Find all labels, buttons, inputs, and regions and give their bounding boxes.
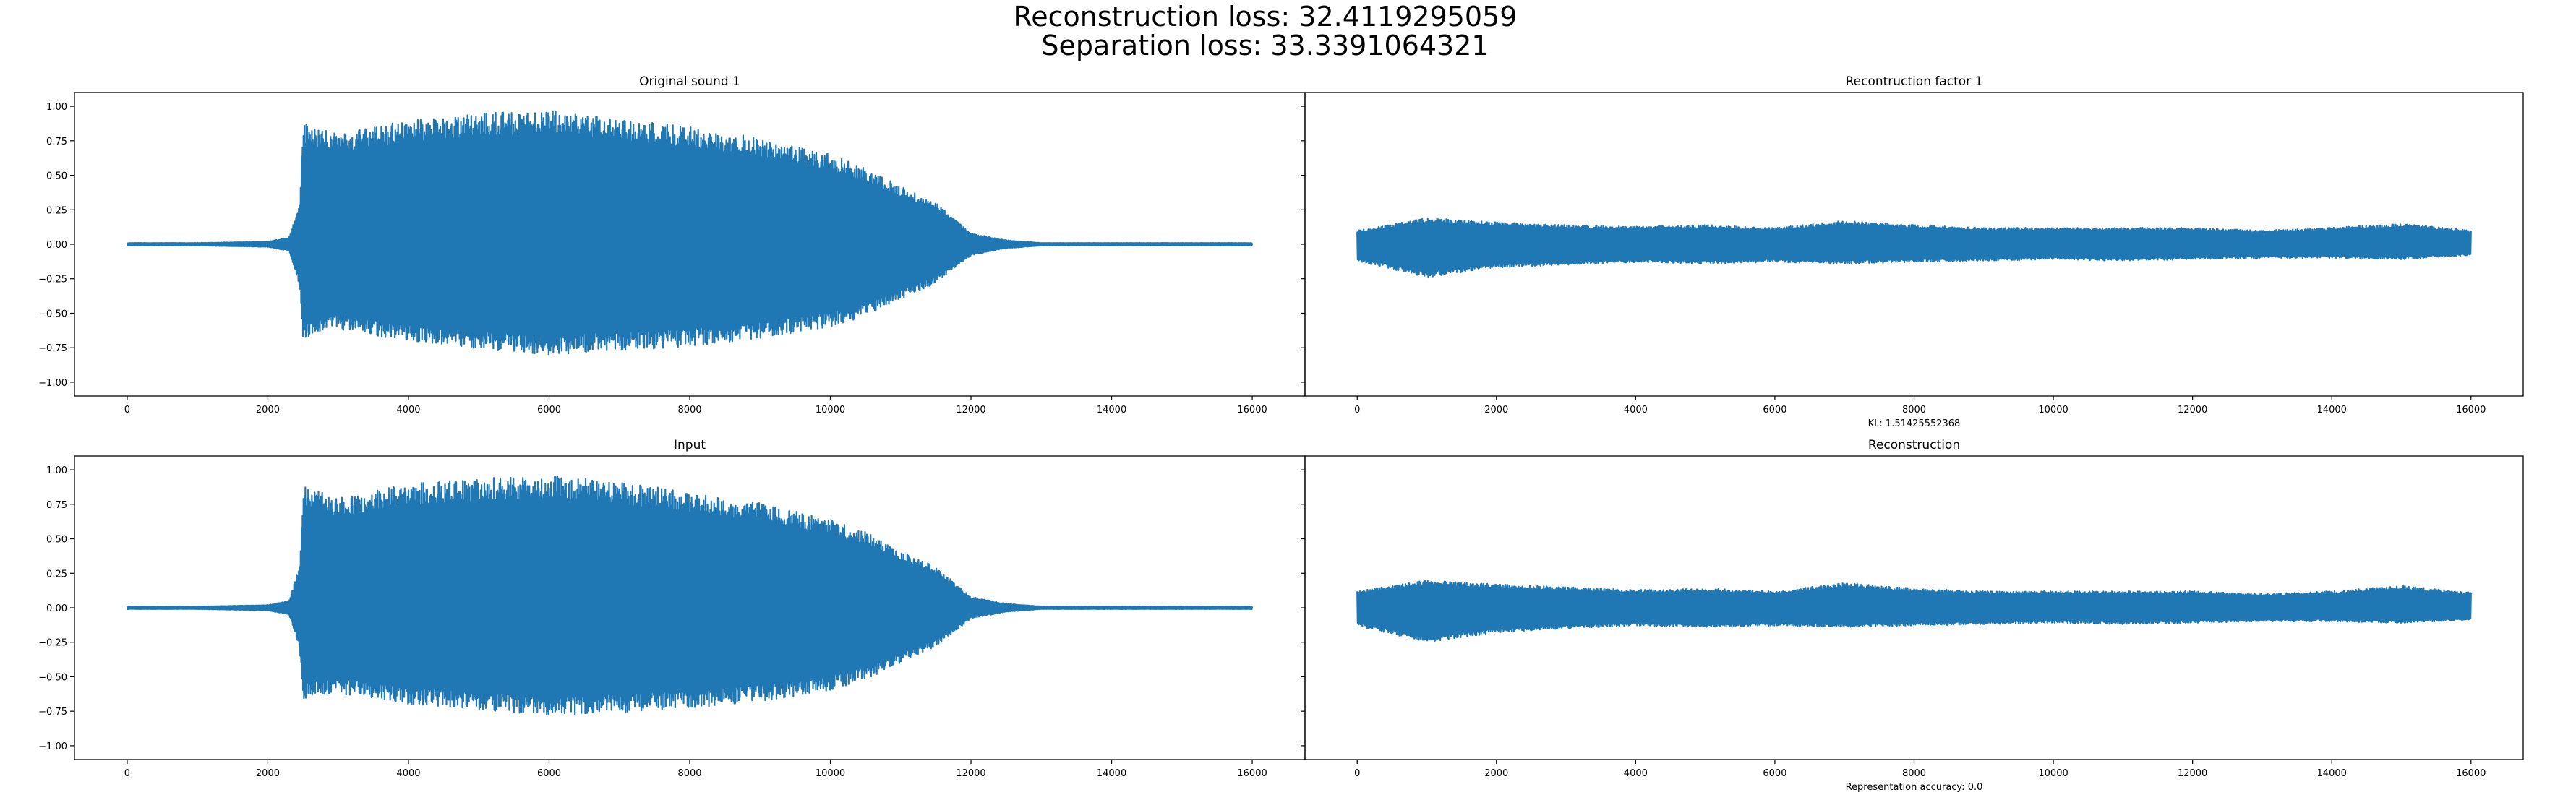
x-tick-label: 0 bbox=[1354, 768, 1360, 779]
x-tick-label: 6000 bbox=[537, 405, 561, 416]
series-line-1 bbox=[126, 110, 1254, 356]
x-tick-label: 12000 bbox=[2178, 768, 2207, 779]
subplot-4: Reconstruction 0 2000 4000 6000 8000 10000 1200… bbox=[1301, 438, 2524, 793]
y-tick-label: 0.75 bbox=[46, 500, 67, 511]
y-tick-label: 0.50 bbox=[46, 171, 67, 182]
axes-frame bbox=[1304, 92, 2524, 397]
y-tick-label: −0.25 bbox=[38, 638, 67, 649]
x-tick-label: 10000 bbox=[2038, 768, 2068, 779]
x-tick-label: 2000 bbox=[256, 405, 280, 416]
x-tick-label: 8000 bbox=[1902, 405, 1926, 416]
x-tick-label: 16000 bbox=[1237, 768, 1267, 779]
y-tick-label: −0.75 bbox=[38, 343, 67, 354]
y-tick-label: −0.25 bbox=[38, 275, 67, 285]
x-tick-label: 2000 bbox=[1484, 768, 1508, 779]
x-tick-label: 8000 bbox=[1902, 768, 1926, 779]
x-tick-label: 10000 bbox=[816, 768, 845, 779]
y-tick-label: 0.25 bbox=[46, 569, 67, 580]
x-tick-label: 4000 bbox=[396, 768, 420, 779]
y-tick-label: 0.25 bbox=[46, 205, 67, 216]
x-tick-label: 8000 bbox=[677, 405, 701, 416]
x-axis-label: KL: 1.51425552368 bbox=[1868, 418, 1961, 429]
x-tick-label: 0 bbox=[124, 405, 130, 416]
subplot-1: Original sound 1 0 2000 4000 6000 8000 10000 12… bbox=[38, 74, 1306, 416]
y-tick-label: −1.00 bbox=[38, 378, 67, 389]
y-tick-label: 1.00 bbox=[46, 465, 67, 476]
y-tick-label: 0.75 bbox=[46, 137, 67, 147]
y-tick-label: 0.50 bbox=[46, 535, 67, 546]
y-tick-label: −1.00 bbox=[38, 741, 67, 752]
x-tick-label: 12000 bbox=[956, 768, 985, 779]
x-tick-label: 14000 bbox=[2317, 405, 2347, 416]
x-tick-label: 8000 bbox=[677, 768, 701, 779]
x-tick-label: 16000 bbox=[1237, 405, 1267, 416]
x-tick-label: 2000 bbox=[256, 768, 280, 779]
subplot-title: Original sound 1 bbox=[639, 74, 740, 89]
x-tick-label: 6000 bbox=[537, 768, 561, 779]
series-line-1 bbox=[126, 475, 1254, 716]
x-tick-label: 12000 bbox=[2178, 405, 2207, 416]
x-tick-label: 14000 bbox=[1097, 405, 1126, 416]
axes-frame bbox=[1304, 455, 2524, 760]
x-tick-label: 16000 bbox=[2456, 768, 2486, 779]
subplot-title: Recontruction factor 1 bbox=[1846, 74, 1983, 89]
x-tick-label: 12000 bbox=[956, 405, 985, 416]
x-tick-label: 6000 bbox=[1763, 405, 1786, 416]
x-tick-label: 4000 bbox=[396, 405, 420, 416]
x-tick-label: 0 bbox=[1354, 405, 1360, 416]
y-tick-label: 0.00 bbox=[46, 240, 67, 251]
x-tick-label: 2000 bbox=[1484, 405, 1508, 416]
x-tick-label: 14000 bbox=[1097, 768, 1126, 779]
subplots: Original sound 1 0 2000 4000 6000 8000 10000 12… bbox=[38, 74, 2524, 793]
x-tick-label: 6000 bbox=[1763, 768, 1786, 779]
y-tick-label: −0.50 bbox=[38, 309, 67, 319]
y-tick-label: 0.00 bbox=[46, 603, 67, 614]
x-tick-label: 14000 bbox=[2317, 768, 2347, 779]
x-tick-label: 10000 bbox=[2038, 405, 2068, 416]
x-tick-label: 0 bbox=[124, 768, 130, 779]
subplot-title: Input bbox=[674, 438, 706, 452]
x-tick-label: 10000 bbox=[816, 405, 845, 416]
y-tick-label: −0.75 bbox=[38, 707, 67, 718]
series-line-1 bbox=[1356, 580, 2472, 642]
y-tick-label: 1.00 bbox=[46, 102, 67, 113]
y-tick-label: −0.50 bbox=[38, 672, 67, 683]
x-axis-label: Representation accuracy: 0.0 bbox=[1846, 782, 1983, 793]
figure-suptitle-line2: Separation loss: 33.3391064321 bbox=[1041, 30, 1489, 61]
subplot-title: Reconstruction bbox=[1868, 438, 1960, 452]
x-tick-label: 16000 bbox=[2456, 405, 2486, 416]
subplot-2: Recontruction factor 1 0 2000 4000 6000 8000 1… bbox=[1301, 74, 2524, 429]
x-tick-label: 4000 bbox=[1624, 768, 1648, 779]
x-tick-label: 4000 bbox=[1624, 405, 1648, 416]
figure-suptitle-line1: Reconstruction loss: 32.4119295059 bbox=[1014, 1, 1518, 33]
series-line-1 bbox=[1356, 217, 2472, 278]
